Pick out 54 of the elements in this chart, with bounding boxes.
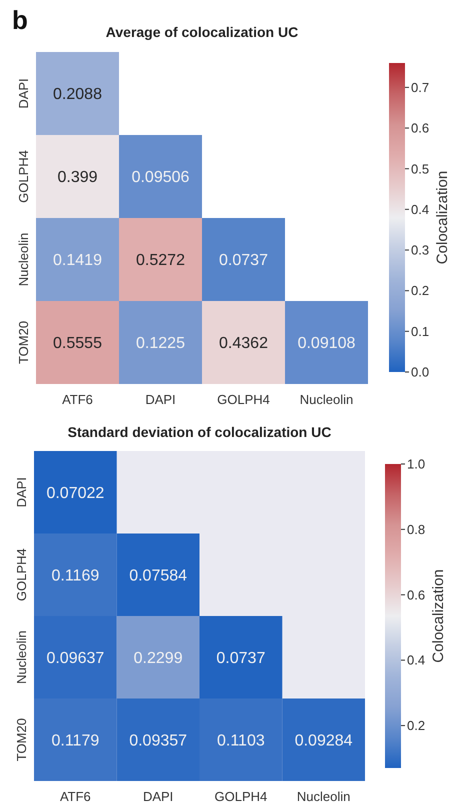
data-label: 0.0737: [219, 252, 268, 270]
data-label: 0.2299: [134, 650, 183, 667]
chart-title: Average of colocalization UC: [106, 24, 298, 40]
data-label: 0.09284: [294, 732, 353, 750]
color-bar-label: 0.2: [411, 283, 430, 298]
y-tick-label: GOLPH4: [14, 548, 29, 602]
data-label: 0.399: [57, 169, 98, 186]
color-bar-label: 0.7: [411, 80, 430, 95]
color-bar-label: 0.4: [407, 652, 426, 668]
data-label: 0.4362: [219, 335, 268, 352]
text: b: [12, 5, 28, 35]
data-label: 0.1419: [53, 252, 102, 270]
x-tick-label: ATF6: [60, 789, 91, 804]
data-label: 0.1103: [217, 732, 265, 750]
y-tick-label: DAPI: [14, 477, 29, 508]
x-tick-label: ATF6: [62, 392, 93, 407]
color-bar-label: 1.0: [407, 456, 426, 472]
color-bar-label: 0.4: [411, 202, 430, 217]
data-label: 0.07584: [129, 567, 188, 584]
x-tick-label: Nucleolin: [300, 392, 354, 407]
chart-title: Standard deviation of colocalization UC: [68, 424, 332, 440]
data-label: 0.1169: [52, 567, 100, 584]
x-tick-label: GOLPH4: [217, 392, 270, 407]
y-tick-label: GOLPH4: [16, 150, 31, 203]
data-label: 0.1225: [136, 335, 186, 352]
color-bar-label: 0.6: [411, 120, 430, 136]
data-label: 0.09108: [298, 335, 356, 352]
color-bar-label: 0.8: [407, 522, 426, 537]
color-bar-title: Colocalization: [430, 569, 447, 663]
y-tick-label: DAPI: [16, 78, 31, 109]
x-tick-label: DAPI: [142, 789, 174, 804]
color-bar-label: 0.3: [411, 242, 430, 258]
data-label: 0.1179: [52, 732, 100, 750]
y-tick-label: Nucleolin: [16, 232, 31, 286]
data-label: 0.09506: [132, 169, 190, 186]
x-tick-label: DAPI: [145, 392, 176, 407]
data-label: 0.5272: [136, 252, 186, 270]
color-bar-label: 0.0: [411, 364, 430, 380]
y-tick-label: TOM20: [16, 320, 31, 364]
x-tick-label: Nucleolin: [296, 789, 350, 804]
data-label: 0.2088: [53, 86, 102, 104]
data-label: 0.0737: [216, 650, 266, 667]
data-label: 0.5555: [53, 335, 102, 352]
color-bar-title: Colocalization: [434, 170, 451, 264]
data-label: 0.07022: [46, 484, 104, 502]
y-tick-label: Nucleolin: [14, 630, 29, 684]
color-bar-label: 0.5: [411, 161, 430, 176]
x-tick-label: GOLPH4: [214, 789, 268, 804]
color-bar-label: 0.1: [411, 324, 430, 339]
color-bar-label: 0.2: [407, 718, 426, 734]
color-bar-label: 0.6: [407, 587, 426, 602]
data-label: 0.09357: [129, 732, 188, 750]
y-tick-label: TOM20: [14, 718, 29, 762]
data-label: 0.09637: [46, 650, 104, 667]
